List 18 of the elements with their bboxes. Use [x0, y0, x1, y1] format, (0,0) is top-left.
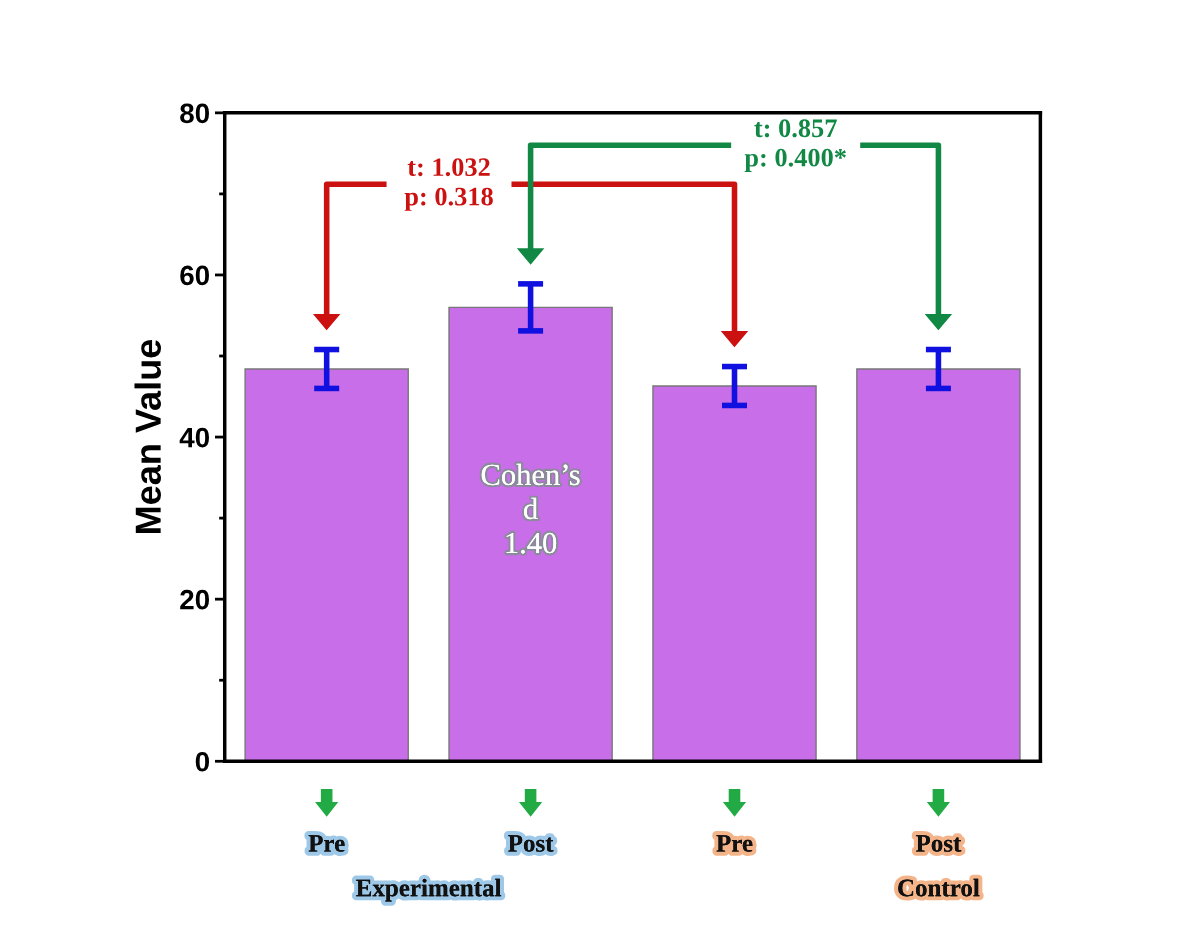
- bar: [856, 368, 1021, 762]
- y-axis-title: Mean Value: [134, 339, 161, 533]
- x-tick-label: Pre: [716, 835, 753, 852]
- annotation: Cohen’s d 1.40: [481, 463, 580, 554]
- y-tick-label: 80: [180, 103, 209, 124]
- bar: [244, 368, 409, 762]
- text: Control: [898, 878, 980, 897]
- annotation: t: 0.857 p: 0.400*: [744, 119, 846, 172]
- x-tick-label: Post: [508, 835, 554, 852]
- bar: [652, 385, 817, 762]
- text: Experimental: [356, 878, 502, 902]
- x-tick-label: Post: [915, 835, 962, 852]
- y-tick-label: 40: [179, 427, 209, 448]
- y-tick-label: 0: [195, 751, 209, 772]
- y-tick-label: 60: [180, 265, 209, 286]
- y-tick-label: 20: [180, 589, 209, 610]
- annotation: t: 1.032 p: 0.318: [404, 158, 493, 211]
- x-tick-label: Pre: [308, 835, 345, 852]
